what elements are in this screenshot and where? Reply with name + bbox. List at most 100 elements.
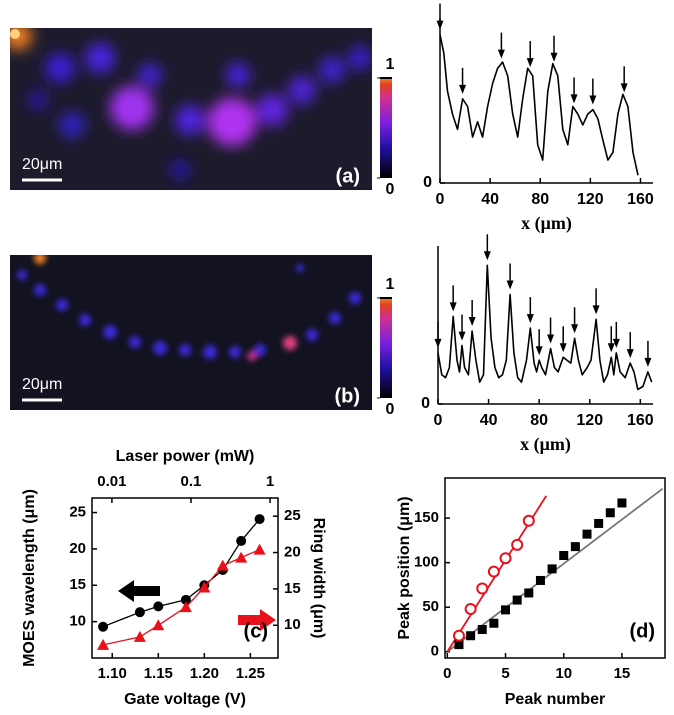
peak-arrow bbox=[450, 285, 457, 311]
y-tick-label: 100 bbox=[414, 554, 439, 571]
x-tick-label: 80 bbox=[531, 191, 549, 208]
x-tick-label: 5 bbox=[501, 665, 509, 682]
image-b bbox=[10, 252, 372, 410]
y-tick-label: 50 bbox=[422, 598, 439, 615]
x2-tick-label: 1 bbox=[266, 473, 274, 490]
data-point bbox=[489, 567, 499, 577]
x-tick-label: 10 bbox=[555, 665, 572, 682]
y-tick-label: 150 bbox=[414, 509, 439, 526]
data-point bbox=[152, 619, 164, 630]
data-point bbox=[454, 631, 464, 641]
x-tick-label: 40 bbox=[480, 412, 498, 429]
data-point bbox=[559, 551, 568, 560]
x-axis-label: x (μm) bbox=[520, 434, 571, 455]
data-point bbox=[98, 622, 108, 632]
data-point bbox=[489, 619, 498, 628]
data-point bbox=[501, 605, 510, 614]
data-point bbox=[153, 601, 163, 611]
peak-arrow-head bbox=[527, 314, 534, 323]
scale-bar-label: 20μm bbox=[22, 156, 62, 173]
peak-arrow bbox=[435, 322, 442, 348]
peak-arrow-head bbox=[571, 94, 578, 103]
peak-arrow bbox=[551, 36, 558, 62]
y-tick-label: 20 bbox=[69, 540, 86, 557]
peak-arrow-head bbox=[459, 332, 466, 341]
peak-arrow-head bbox=[450, 302, 457, 311]
peak-arrow-head bbox=[435, 339, 442, 348]
x-tick-label: 1.25 bbox=[236, 665, 265, 682]
peak-arrow-head bbox=[437, 21, 444, 30]
peak-arrow bbox=[484, 234, 491, 260]
x2-tick-label: 0.01 bbox=[97, 473, 126, 490]
peak-arrow-head bbox=[498, 50, 505, 59]
panel-label: (c) bbox=[244, 620, 268, 642]
scale-bar-label: 20μm bbox=[22, 376, 62, 393]
x2-tick-label: 0.1 bbox=[181, 473, 202, 490]
peak-arrow bbox=[627, 332, 634, 358]
colorbar-tick-label: 0 bbox=[386, 181, 395, 198]
profile-line bbox=[438, 265, 652, 389]
panel-label: (d) bbox=[629, 620, 655, 642]
x-tick-label: 15 bbox=[614, 665, 631, 682]
peak-arrow bbox=[527, 297, 534, 323]
peak-arrow bbox=[621, 66, 628, 92]
colorbar-tick-label: 0 bbox=[386, 401, 395, 418]
peak-arrow bbox=[571, 307, 578, 333]
data-point bbox=[512, 540, 522, 550]
x-tick-label: 1.15 bbox=[144, 665, 173, 682]
y2-axis-label: Ring width (μm) bbox=[310, 518, 327, 639]
x-axis-label: x (μm) bbox=[521, 213, 572, 234]
peak-arrow bbox=[536, 329, 543, 355]
data-point bbox=[524, 588, 533, 597]
peak-arrow-head bbox=[560, 343, 567, 352]
colorbar bbox=[380, 78, 392, 178]
data-point bbox=[254, 544, 266, 555]
peak-arrow-head bbox=[571, 324, 578, 333]
data-point bbox=[617, 498, 626, 507]
peak-arrow-head bbox=[469, 317, 476, 326]
panel-label: (b) bbox=[334, 385, 360, 407]
x-tick-label: 160 bbox=[627, 191, 654, 208]
profile-line bbox=[440, 35, 638, 176]
peak-arrow-head bbox=[459, 85, 466, 94]
data-point bbox=[594, 519, 603, 528]
colorbar-tick-label: 1 bbox=[386, 56, 395, 73]
peak-arrow bbox=[560, 326, 567, 352]
y-axis-label: Peak position (μm) bbox=[396, 496, 413, 639]
data-point bbox=[524, 516, 534, 526]
peak-arrow bbox=[469, 300, 476, 326]
peak-arrow bbox=[571, 77, 578, 103]
x-tick-label: 0 bbox=[436, 191, 445, 208]
data-point bbox=[135, 607, 145, 617]
peak-arrow bbox=[507, 264, 514, 290]
peak-arrow bbox=[498, 33, 505, 59]
peak-arrow bbox=[593, 288, 600, 314]
panel-label: (a) bbox=[336, 165, 360, 187]
peak-arrow-head bbox=[621, 83, 628, 92]
y-tick-label: 25 bbox=[69, 504, 86, 521]
data-point bbox=[513, 596, 522, 605]
data-point bbox=[134, 631, 146, 642]
peak-arrow-head bbox=[608, 343, 615, 352]
x-tick-label: 160 bbox=[627, 412, 654, 429]
x-tick-label: 0 bbox=[443, 665, 451, 682]
peak-arrow bbox=[459, 68, 466, 94]
data-point bbox=[466, 604, 476, 614]
y-tick-label: 0 bbox=[431, 643, 439, 660]
data-point bbox=[606, 508, 615, 517]
data-point bbox=[571, 542, 580, 551]
peak-arrow bbox=[459, 315, 466, 341]
colorbar bbox=[380, 298, 392, 398]
data-point bbox=[583, 530, 592, 539]
x-tick-label: 0 bbox=[434, 412, 443, 429]
peak-arrow-head bbox=[484, 251, 491, 260]
y-tick-label: 0 bbox=[423, 174, 432, 191]
x-axis-label: Peak number bbox=[505, 691, 605, 708]
page: {"chart_data": [ {"type": "heatmap", "la… bbox=[0, 0, 674, 715]
peak-arrow-head bbox=[589, 96, 596, 105]
y-tick-label: 10 bbox=[69, 613, 86, 630]
data-point bbox=[478, 625, 487, 634]
peak-arrow-head bbox=[644, 358, 651, 367]
x-tick-label: 120 bbox=[576, 412, 603, 429]
peak-arrow-head bbox=[593, 305, 600, 314]
